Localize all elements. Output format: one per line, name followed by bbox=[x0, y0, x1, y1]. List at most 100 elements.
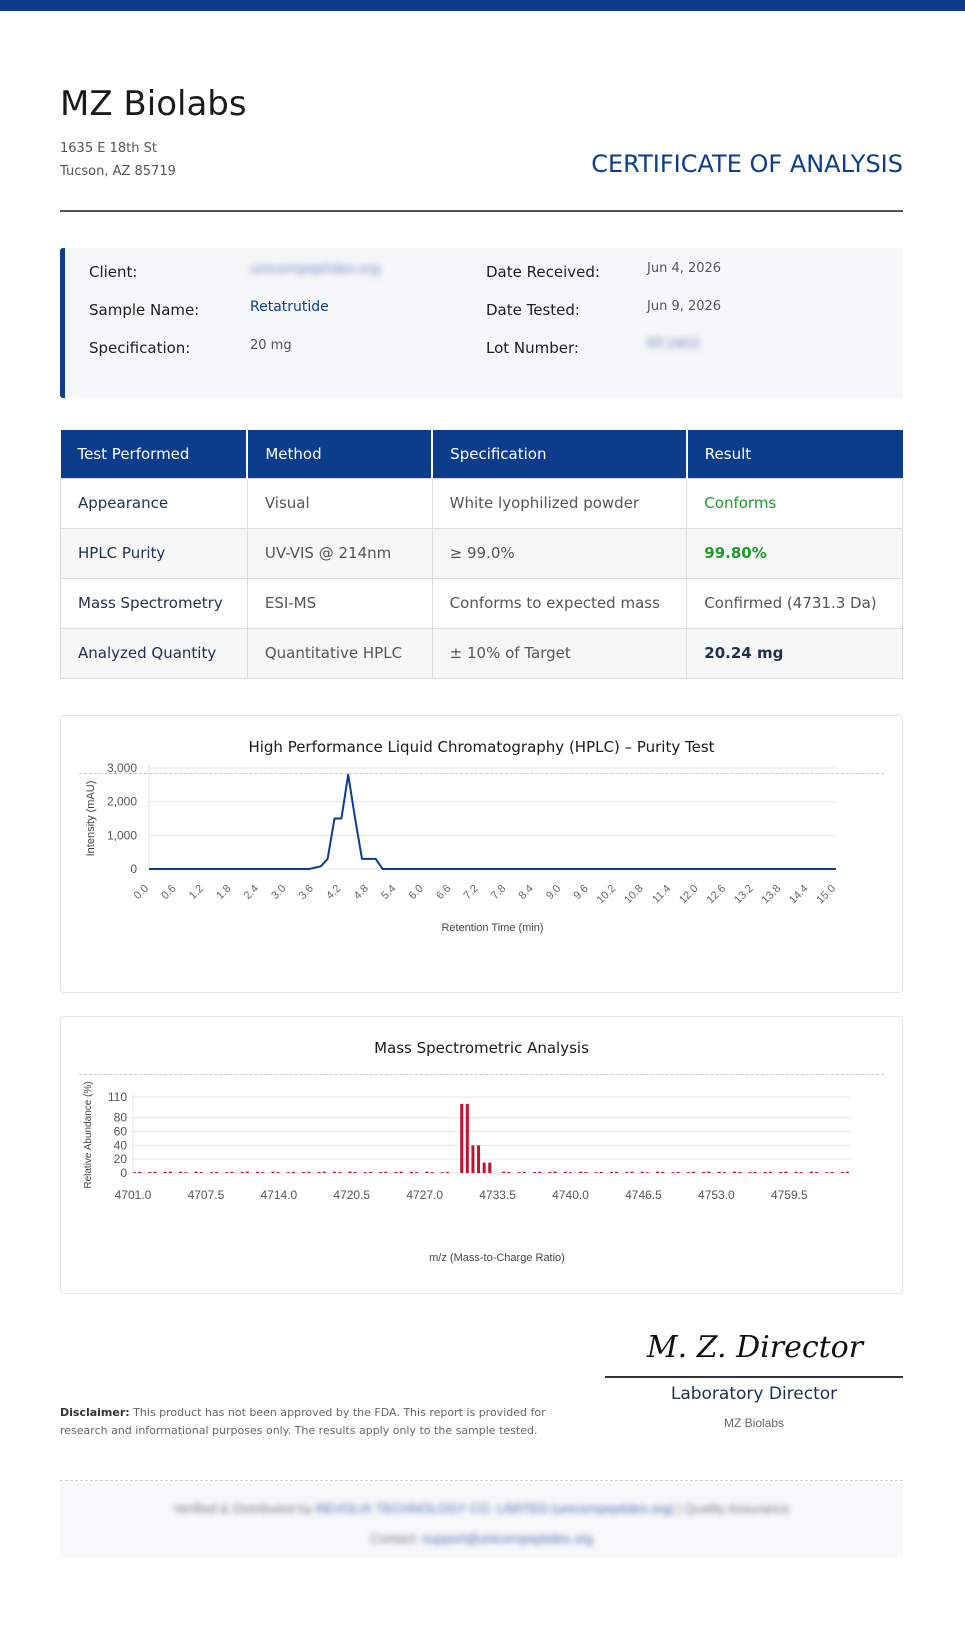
ms-baseline-bar bbox=[225, 1172, 229, 1173]
ms-baseline-bar bbox=[322, 1171, 326, 1173]
ms-baseline-bar bbox=[379, 1172, 383, 1173]
footer-contact-email[interactable]: support@unicornpeptides.org bbox=[422, 1531, 593, 1546]
hplc-x-tick-label: 13.8 bbox=[760, 883, 784, 907]
hplc-x-tick-label: 12.0 bbox=[677, 883, 701, 907]
hplc-x-tick-label: 1.2 bbox=[187, 883, 206, 902]
ms-baseline-bar bbox=[840, 1172, 844, 1173]
footer-prefix: Verified & Distributed by bbox=[173, 1501, 316, 1516]
ms-baseline-bar bbox=[276, 1172, 280, 1173]
address-line-1: 1635 E 18th St bbox=[60, 141, 157, 156]
ms-x-tick-label: 4753.0 bbox=[698, 1188, 735, 1202]
ms-x-tick-label: 4746.5 bbox=[625, 1188, 662, 1202]
cell-specification: ± 10% of Target bbox=[431, 627, 688, 679]
ms-baseline-bar bbox=[384, 1171, 388, 1173]
document-title: CERTIFICATE OF ANALYSIS bbox=[591, 150, 903, 178]
ms-baseline-bar bbox=[291, 1171, 295, 1173]
cell-method: ESI-MS bbox=[246, 577, 433, 629]
ms-baseline-bar bbox=[425, 1171, 429, 1173]
ms-baseline-bar bbox=[656, 1171, 660, 1173]
ms-x-tick-label: 4759.5 bbox=[771, 1188, 808, 1202]
ms-baseline-bar bbox=[445, 1171, 449, 1173]
hplc-y-tick-label: 0 bbox=[130, 862, 137, 876]
ms-y-tick-label: 40 bbox=[114, 1138, 128, 1152]
cell-result: Conforms bbox=[686, 477, 903, 529]
ms-x-tick-label: 4740.0 bbox=[552, 1188, 589, 1202]
ms-baseline-bar bbox=[722, 1172, 726, 1173]
hplc-chart-card: High Performance Liquid Chromatography (… bbox=[60, 715, 903, 993]
hplc-x-tick-label: 7.2 bbox=[462, 883, 481, 902]
sample-info-panel: Client: unicornpeptides.org Sample Name:… bbox=[60, 248, 903, 398]
signature-line bbox=[605, 1376, 903, 1378]
ms-baseline-bar bbox=[522, 1171, 526, 1173]
ms-baseline-bar bbox=[168, 1171, 172, 1173]
ms-baseline-bar bbox=[538, 1171, 542, 1173]
ms-baseline-bar bbox=[579, 1171, 583, 1173]
footer-contact-prefix: Contact: bbox=[370, 1531, 423, 1546]
ms-baseline-bar bbox=[256, 1171, 260, 1173]
disclaimer-label: Disclaimer: bbox=[60, 1406, 130, 1419]
footer-company-link[interactable]: REVOLIX TECHNOLOGY CO. LIMITED (unicornp… bbox=[315, 1501, 675, 1516]
ms-baseline-bar bbox=[163, 1171, 167, 1173]
ms-baseline-bar bbox=[738, 1172, 742, 1173]
ms-x-tick-label: 4714.0 bbox=[260, 1188, 297, 1202]
hplc-x-tick-label: 4.8 bbox=[352, 883, 371, 902]
hplc-x-tick-label: 3.0 bbox=[269, 883, 288, 902]
hplc-x-tick-label: 4.2 bbox=[324, 883, 343, 902]
ms-baseline-bar bbox=[584, 1172, 588, 1173]
ms-baseline-bar bbox=[507, 1172, 511, 1173]
cell-test: HPLC Purity bbox=[60, 527, 248, 579]
ms-y-tick-label: 0 bbox=[120, 1166, 127, 1180]
ms-y-tick-label: 20 bbox=[114, 1152, 128, 1166]
ms-baseline-bar bbox=[799, 1172, 803, 1173]
disclaimer-text: This product has not been approved by th… bbox=[60, 1406, 546, 1437]
director-signature: M. Z. Director bbox=[646, 1330, 864, 1365]
specification-value: 20 mg bbox=[250, 338, 292, 353]
ms-x-tick-label: 4707.5 bbox=[188, 1188, 225, 1202]
cell-result: Confirmed (4731.3 Da) bbox=[686, 577, 903, 629]
sample-name-label: Sample Name: bbox=[89, 301, 200, 319]
ms-baseline-bar bbox=[199, 1172, 203, 1173]
hplc-x-tick-label: 15.0 bbox=[814, 883, 838, 907]
footer-line-1: Verified & Distributed by REVOLIX TECHNO… bbox=[60, 1501, 903, 1516]
cell-method: Quantitative HPLC bbox=[246, 627, 433, 679]
ms-baseline-bar bbox=[733, 1171, 737, 1173]
hplc-x-tick-label: 9.0 bbox=[544, 883, 563, 902]
hplc-x-tick-label: 0.6 bbox=[159, 883, 178, 902]
ms-baseline-bar bbox=[302, 1172, 306, 1173]
ms-baseline-bar bbox=[307, 1171, 311, 1173]
ms-baseline-bar bbox=[609, 1172, 613, 1173]
signature-title: Laboratory Director bbox=[670, 1384, 838, 1404]
ms-baseline-bar bbox=[194, 1171, 198, 1173]
col-header-result: Result bbox=[686, 430, 903, 478]
ms-baseline-bar bbox=[333, 1171, 337, 1173]
ms-baseline-bar bbox=[845, 1171, 849, 1173]
ms-baseline-bar bbox=[368, 1171, 372, 1173]
ms-baseline-bar bbox=[338, 1172, 342, 1173]
ms-baseline-bar bbox=[261, 1172, 265, 1173]
ms-x-axis-label: m/z (Mass-to-Charge Ratio) bbox=[429, 1252, 565, 1264]
hplc-y-tick-label: 3,000 bbox=[107, 761, 137, 775]
footer-divider bbox=[60, 1480, 903, 1481]
hplc-x-tick-label: 10.8 bbox=[622, 883, 646, 907]
date-tested-value: Jun 9, 2026 bbox=[647, 299, 722, 314]
ms-baseline-bar bbox=[317, 1171, 321, 1173]
ms-baseline-bar bbox=[553, 1171, 557, 1173]
ms-peak-bar bbox=[477, 1145, 481, 1173]
cell-test: Analyzed Quantity bbox=[60, 627, 248, 679]
ms-baseline-bar bbox=[692, 1171, 696, 1173]
ms-baseline-bar bbox=[568, 1172, 572, 1173]
ms-baseline-bar bbox=[517, 1172, 521, 1173]
ms-baseline-bar bbox=[394, 1171, 398, 1173]
ms-y-tick-label: 80 bbox=[114, 1111, 128, 1125]
ms-baseline-bar bbox=[671, 1172, 675, 1173]
col-header-method: Method bbox=[247, 430, 434, 478]
ms-baseline-bar bbox=[661, 1172, 665, 1173]
hplc-y-tick-label: 1,000 bbox=[107, 828, 137, 842]
ms-baseline-bar bbox=[148, 1172, 152, 1173]
test-results-table: Test Performed Method Specification Resu… bbox=[60, 430, 903, 679]
ms-baseline-bar bbox=[138, 1171, 142, 1173]
date-received-label: Date Received: bbox=[486, 263, 600, 281]
ms-baseline-bar bbox=[763, 1172, 767, 1173]
ms-chart-card: Mass Spectrometric Analysis 0 20 40 60 80 110… bbox=[60, 1016, 903, 1294]
hplc-x-tick-label: 8.4 bbox=[517, 883, 536, 902]
